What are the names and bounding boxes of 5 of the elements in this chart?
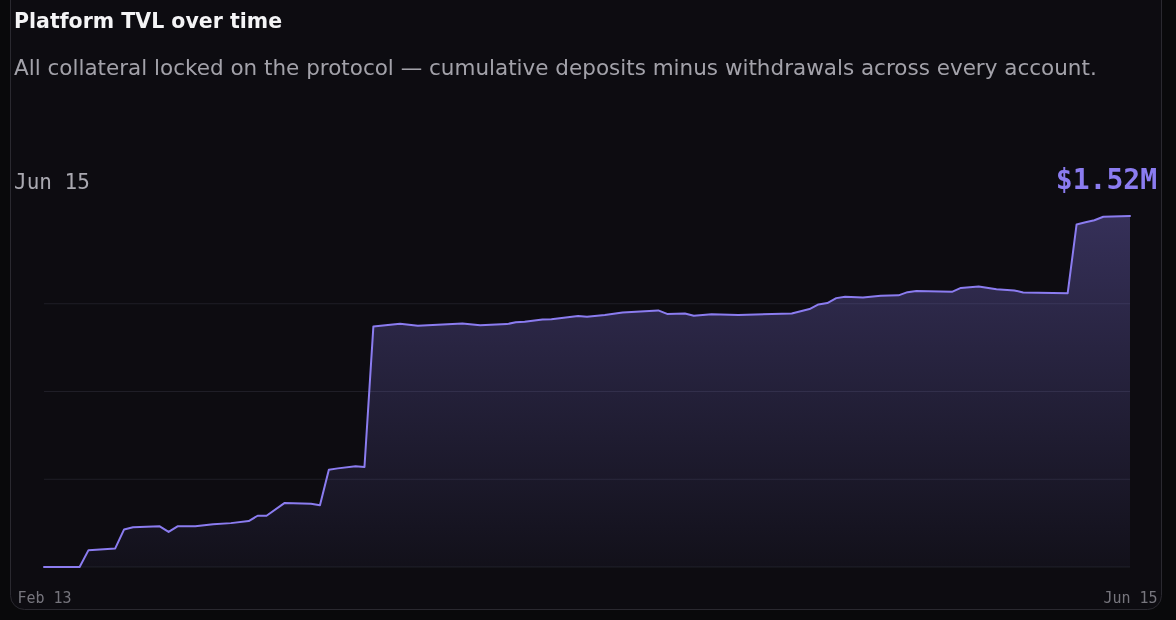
text: $1.52M [1055, 163, 1157, 196]
chart-subtitle: All collateral locked on the protocol — cumulative deposits minus withdrawals across every account. [14, 55, 1097, 80]
text: Jun 15 [14, 170, 90, 194]
chart-title: Platform TVL over time [14, 9, 283, 33]
x-tick-label: Feb 13 [17, 588, 72, 607]
